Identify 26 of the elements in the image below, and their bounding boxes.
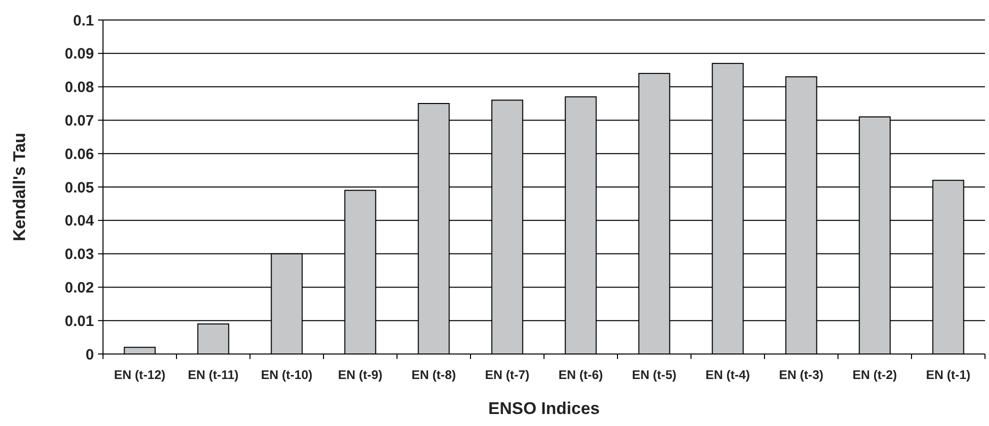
y-tick-label: 0.07: [64, 112, 94, 130]
x-tick-label: EN (t-6): [558, 368, 603, 382]
x-tick-label: EN (t-10): [261, 368, 312, 382]
y-tick-label: 0: [86, 346, 94, 364]
y-tick-label: 0.02: [64, 279, 94, 296]
x-tick-label: EN (t-2): [852, 368, 897, 382]
x-tick-label: EN (t-5): [632, 368, 676, 382]
bar: [197, 323, 230, 354]
x-tick-label: EN (t-3): [779, 368, 824, 382]
x-tick-label: EN (t-11): [188, 368, 239, 382]
x-tick-label: EN (t-7): [485, 368, 530, 382]
y-tick-label: 0.08: [64, 79, 94, 96]
y-tick-label: 0.06: [64, 146, 94, 163]
x-axis-title: ENSO Indices: [488, 399, 600, 418]
y-tick-label: 0.09: [64, 46, 94, 63]
y-tick-label: 0.1: [73, 12, 94, 30]
x-tick-label: EN (t-9): [338, 368, 382, 382]
y-tick-label: 0.05: [64, 179, 94, 196]
y-tick-label: 0.01: [64, 312, 94, 330]
x-tick-label: EN (t-4): [706, 368, 750, 382]
x-tick-label: EN (t-12): [114, 368, 166, 382]
y-axis-title: Kendall's Tau: [10, 132, 29, 242]
x-tick-label: EN (t-1): [926, 368, 970, 382]
x-tick-label: EN (t-8): [412, 368, 456, 382]
y-tick-label: 0.04: [64, 212, 95, 230]
y-tick-label: 0.03: [64, 246, 94, 264]
